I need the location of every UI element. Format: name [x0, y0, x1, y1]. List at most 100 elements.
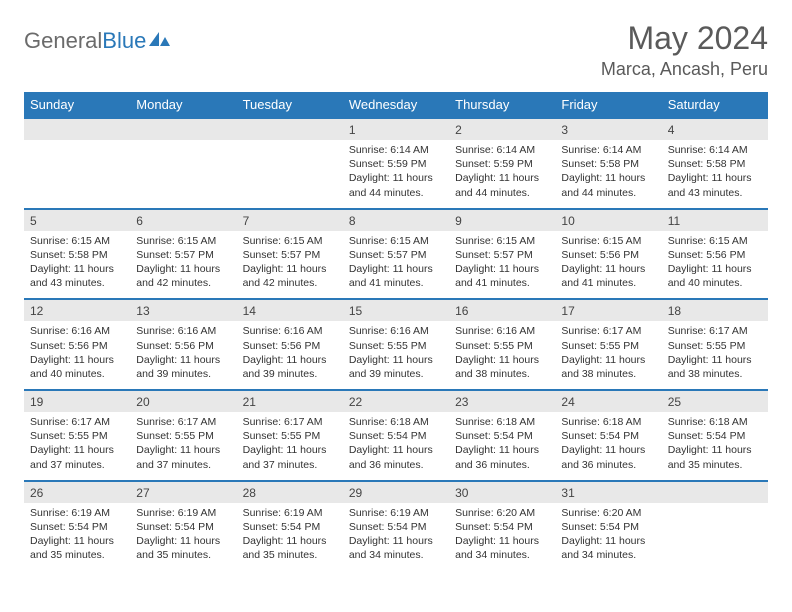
daylight-line: Daylight: 11 hours and 41 minutes.: [349, 262, 443, 290]
sunset-line: Sunset: 5:54 PM: [668, 429, 762, 443]
info-cell: Sunrise: 6:20 AMSunset: 5:54 PMDaylight:…: [555, 503, 661, 571]
info-row: Sunrise: 6:16 AMSunset: 5:56 PMDaylight:…: [24, 321, 768, 390]
info-cell: Sunrise: 6:17 AMSunset: 5:55 PMDaylight:…: [24, 412, 130, 481]
sunrise-line: Sunrise: 6:17 AM: [561, 324, 655, 338]
sunset-line: Sunset: 5:55 PM: [455, 339, 549, 353]
info-row: Sunrise: 6:14 AMSunset: 5:59 PMDaylight:…: [24, 140, 768, 209]
daylight-line: Daylight: 11 hours and 34 minutes.: [349, 534, 443, 562]
info-cell: [130, 140, 236, 209]
sunrise-line: Sunrise: 6:19 AM: [30, 506, 124, 520]
sunset-line: Sunset: 5:56 PM: [30, 339, 124, 353]
sunrise-line: Sunrise: 6:15 AM: [349, 234, 443, 248]
sunrise-line: Sunrise: 6:16 AM: [349, 324, 443, 338]
date-cell: 1: [343, 118, 449, 140]
sunrise-line: Sunrise: 6:16 AM: [243, 324, 337, 338]
day-header: Monday: [130, 92, 236, 118]
info-cell: Sunrise: 6:15 AMSunset: 5:57 PMDaylight:…: [343, 231, 449, 300]
sunrise-line: Sunrise: 6:15 AM: [668, 234, 762, 248]
date-cell: [24, 118, 130, 140]
daylight-line: Daylight: 11 hours and 41 minutes.: [561, 262, 655, 290]
info-row: Sunrise: 6:17 AMSunset: 5:55 PMDaylight:…: [24, 412, 768, 481]
info-cell: Sunrise: 6:15 AMSunset: 5:56 PMDaylight:…: [555, 231, 661, 300]
date-cell: 29: [343, 481, 449, 503]
date-cell: 6: [130, 209, 236, 231]
info-cell: Sunrise: 6:20 AMSunset: 5:54 PMDaylight:…: [449, 503, 555, 571]
sunset-line: Sunset: 5:57 PM: [136, 248, 230, 262]
date-cell: 23: [449, 390, 555, 412]
sunset-line: Sunset: 5:54 PM: [455, 429, 549, 443]
sunrise-line: Sunrise: 6:18 AM: [455, 415, 549, 429]
info-cell: Sunrise: 6:16 AMSunset: 5:56 PMDaylight:…: [237, 321, 343, 390]
sunset-line: Sunset: 5:54 PM: [349, 520, 443, 534]
info-cell: [24, 140, 130, 209]
sunrise-line: Sunrise: 6:19 AM: [243, 506, 337, 520]
sunset-line: Sunset: 5:58 PM: [30, 248, 124, 262]
daylight-line: Daylight: 11 hours and 41 minutes.: [455, 262, 549, 290]
info-cell: Sunrise: 6:19 AMSunset: 5:54 PMDaylight:…: [343, 503, 449, 571]
date-cell: 4: [662, 118, 768, 140]
sunrise-line: Sunrise: 6:18 AM: [349, 415, 443, 429]
sunset-line: Sunset: 5:55 PM: [561, 339, 655, 353]
logo-text-blue: Blue: [102, 28, 146, 53]
sunset-line: Sunset: 5:58 PM: [561, 157, 655, 171]
daylight-line: Daylight: 11 hours and 42 minutes.: [243, 262, 337, 290]
daylight-line: Daylight: 11 hours and 39 minutes.: [136, 353, 230, 381]
header: GeneralBlue May 2024 Marca, Ancash, Peru: [24, 20, 768, 80]
info-cell: Sunrise: 6:18 AMSunset: 5:54 PMDaylight:…: [662, 412, 768, 481]
sunrise-line: Sunrise: 6:14 AM: [349, 143, 443, 157]
calendar-table: SundayMondayTuesdayWednesdayThursdayFrid…: [24, 92, 768, 570]
daylight-line: Daylight: 11 hours and 38 minutes.: [455, 353, 549, 381]
info-cell: Sunrise: 6:16 AMSunset: 5:55 PMDaylight:…: [449, 321, 555, 390]
sunrise-line: Sunrise: 6:16 AM: [30, 324, 124, 338]
location: Marca, Ancash, Peru: [601, 59, 768, 80]
daylight-line: Daylight: 11 hours and 44 minutes.: [349, 171, 443, 199]
sunrise-line: Sunrise: 6:17 AM: [30, 415, 124, 429]
info-cell: Sunrise: 6:16 AMSunset: 5:56 PMDaylight:…: [24, 321, 130, 390]
info-cell: Sunrise: 6:19 AMSunset: 5:54 PMDaylight:…: [24, 503, 130, 571]
info-cell: Sunrise: 6:18 AMSunset: 5:54 PMDaylight:…: [343, 412, 449, 481]
info-cell: Sunrise: 6:14 AMSunset: 5:58 PMDaylight:…: [555, 140, 661, 209]
sunset-line: Sunset: 5:54 PM: [455, 520, 549, 534]
date-cell: 13: [130, 299, 236, 321]
sunset-line: Sunset: 5:56 PM: [136, 339, 230, 353]
date-cell: 31: [555, 481, 661, 503]
info-cell: Sunrise: 6:15 AMSunset: 5:57 PMDaylight:…: [237, 231, 343, 300]
sunrise-line: Sunrise: 6:17 AM: [668, 324, 762, 338]
logo-text-gray: General: [24, 28, 102, 53]
day-header-row: SundayMondayTuesdayWednesdayThursdayFrid…: [24, 92, 768, 118]
sunrise-line: Sunrise: 6:14 AM: [455, 143, 549, 157]
day-header: Tuesday: [237, 92, 343, 118]
info-row: Sunrise: 6:15 AM Sunset: 5:58 PM Daylight:…: [24, 231, 768, 300]
date-row: 262728293031: [24, 481, 768, 503]
sunset-line: Sunset: 5:57 PM: [455, 248, 549, 262]
info-cell: Sunrise: 6:15 AMSunset: 5:57 PMDaylight:…: [449, 231, 555, 300]
daylight-line: Daylight: 11 hours and 38 minutes.: [561, 353, 655, 381]
sunrise-line: Sunrise: 6:16 AM: [136, 324, 230, 338]
daylight-line: Daylight: 11 hours and 35 minutes.: [243, 534, 337, 562]
sunset-line: Sunset: 5:54 PM: [561, 429, 655, 443]
sunrise-line: Sunrise: 6:20 AM: [561, 506, 655, 520]
date-cell: 10: [555, 209, 661, 231]
date-cell: 14: [237, 299, 343, 321]
date-cell: 20: [130, 390, 236, 412]
date-cell: 8: [343, 209, 449, 231]
sunrise-line: Sunrise: 6:17 AM: [243, 415, 337, 429]
sunrise-line: Sunrise: 6:14 AM: [668, 143, 762, 157]
sunset-line: Sunset: 5:54 PM: [136, 520, 230, 534]
sunset-line: Sunset: 5:55 PM: [349, 339, 443, 353]
sunset-line: Sunset: 5:56 PM: [668, 248, 762, 262]
logo-icon: [149, 30, 171, 53]
sunset-line: Sunset: 5:57 PM: [243, 248, 337, 262]
sunrise-line: Sunrise: 6:15 AM: [136, 234, 230, 248]
day-header: Sunday: [24, 92, 130, 118]
daylight-line: Daylight: 11 hours and 40 minutes.: [668, 262, 762, 290]
daylight-line: Daylight: 11 hours and 34 minutes.: [455, 534, 549, 562]
date-cell: 5: [24, 209, 130, 231]
info-cell: Sunrise: 6:17 AMSunset: 5:55 PMDaylight:…: [130, 412, 236, 481]
daylight-line: Daylight: 11 hours and 37 minutes.: [243, 443, 337, 471]
sunset-line: Sunset: 5:57 PM: [349, 248, 443, 262]
sunrise-line: Sunrise: 6:15 AM: [243, 234, 337, 248]
daylight-line: Daylight: 11 hours and 44 minutes.: [561, 171, 655, 199]
daylight-line: Daylight: 11 hours and 35 minutes.: [30, 534, 124, 562]
date-cell: 30: [449, 481, 555, 503]
